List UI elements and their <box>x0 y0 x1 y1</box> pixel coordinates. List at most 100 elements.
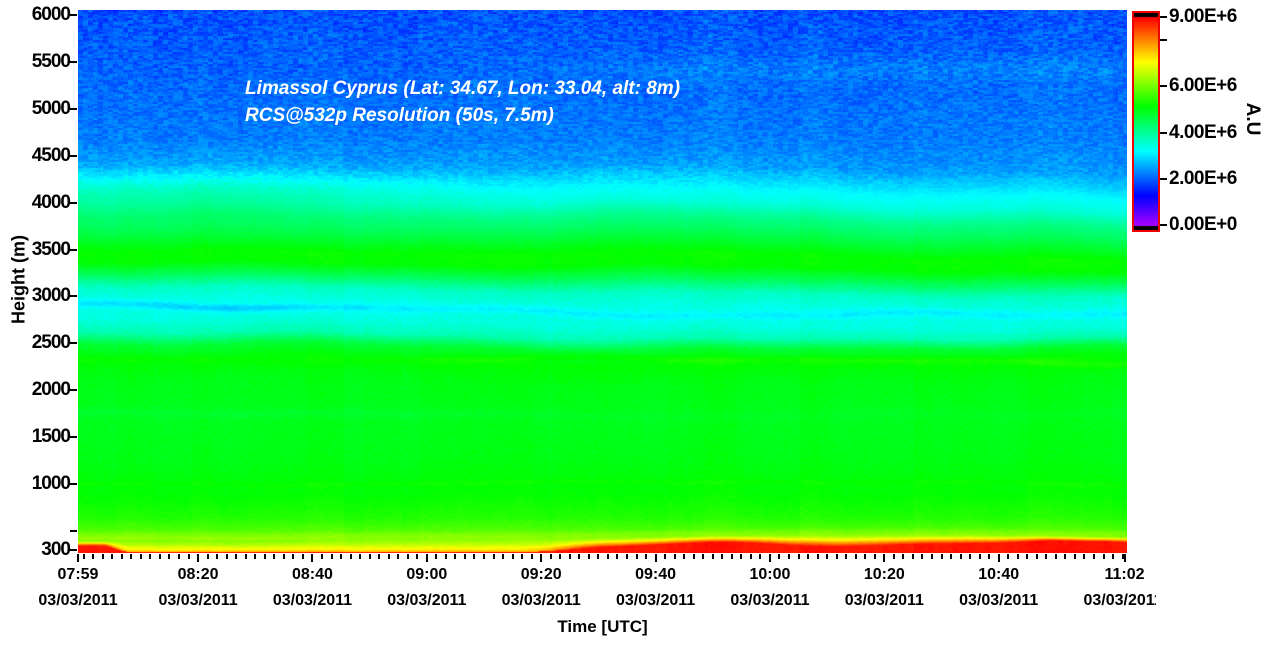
x-minor-tick-mark <box>1112 554 1115 559</box>
x-minor-tick-mark <box>1026 554 1029 559</box>
x-minor-tick-mark <box>854 554 857 559</box>
plot-title: Limassol Cyprus (Lat: 34.67, Lon: 33.04,… <box>245 75 680 129</box>
x-minor-tick-mark <box>911 554 914 559</box>
x-minor-tick-mark <box>559 554 562 559</box>
x-minor-tick-mark <box>978 554 981 559</box>
x-time-label: 09:00 <box>406 566 448 583</box>
x-minor-tick-mark <box>130 554 133 559</box>
x-minor-tick-mark <box>502 554 505 559</box>
plot-title-line2: RCS@532p Resolution (50s, 7.5m) <box>245 105 554 126</box>
x-minor-tick-mark <box>1045 554 1048 559</box>
x-date-label: 03/03/2011 <box>1083 592 1156 609</box>
x-minor-tick-mark <box>835 554 838 559</box>
x-minor-tick-mark <box>349 554 352 559</box>
x-minor-tick-mark <box>950 554 953 559</box>
x-minor-tick-mark <box>282 554 285 559</box>
x-date-label: 03/03/2011 <box>38 592 118 609</box>
x-minor-tick-mark <box>301 554 304 559</box>
y-tick-mark <box>70 13 77 16</box>
x-date-label: 03/03/2011 <box>272 592 353 609</box>
x-minor-tick-mark <box>883 554 886 559</box>
y-tick-label: 4000 <box>31 191 71 213</box>
x-minor-tick-mark <box>149 554 152 559</box>
x-date-label: 03/03/2011 <box>158 592 238 609</box>
x-minor-tick-mark <box>368 554 371 559</box>
x-minor-tick-mark <box>111 554 114 559</box>
x-minor-tick-mark <box>216 554 219 559</box>
x-minor-tick-mark <box>82 554 85 559</box>
y-tick-label: 6000 <box>31 3 71 25</box>
x-minor-tick-mark <box>959 554 962 559</box>
x-minor-tick-mark <box>1121 554 1124 559</box>
x-minor-tick-mark <box>797 554 800 559</box>
x-minor-tick-mark <box>740 554 743 559</box>
x-minor-tick-mark <box>702 554 705 559</box>
x-minor-tick-mark <box>997 554 1000 559</box>
x-minor-tick-mark <box>1073 554 1076 559</box>
y-tick-mark <box>70 549 77 552</box>
x-minor-tick-mark <box>92 554 95 559</box>
x-minor-tick-mark <box>606 554 609 559</box>
x-minor-tick-mark <box>778 554 781 559</box>
x-date-label: 03/03/2011 <box>501 592 581 609</box>
x-minor-tick-mark <box>483 554 486 559</box>
x-minor-tick-mark <box>816 554 819 559</box>
colorbar-tick-mark <box>1160 16 1167 18</box>
x-minor-tick-mark <box>206 554 209 559</box>
x-minor-tick-mark <box>1064 554 1067 559</box>
x-minor-tick-mark <box>540 554 543 559</box>
x-minor-tick-mark <box>263 554 266 559</box>
time-axis-title: Time [UTC] <box>557 617 648 636</box>
x-minor-tick-mark <box>749 554 752 559</box>
x-minor-tick-mark <box>768 554 771 559</box>
x-minor-tick-mark <box>845 554 848 559</box>
x-minor-tick-mark <box>530 554 533 559</box>
x-time-label: 10:20 <box>863 566 905 583</box>
x-minor-tick-mark <box>873 554 876 559</box>
x-minor-tick-mark <box>235 554 238 559</box>
y-tick-mark <box>70 248 77 251</box>
x-minor-tick-mark <box>578 554 581 559</box>
colorbar <box>1132 11 1160 232</box>
x-minor-tick-mark <box>178 554 181 559</box>
x-minor-tick-mark <box>444 554 447 559</box>
x-minor-tick-mark <box>197 554 200 559</box>
y-tick-label: 5500 <box>31 50 71 72</box>
y-tick-label: 1000 <box>31 473 71 495</box>
y-tick-mark <box>70 60 77 63</box>
y-tick-label: 1500 <box>31 426 71 448</box>
colorbar-tick-mark <box>1160 224 1167 226</box>
colorbar-tick-label: 2.00E+6 <box>1169 167 1237 189</box>
x-minor-tick-mark <box>969 554 972 559</box>
x-minor-tick-mark <box>1102 554 1105 559</box>
x-minor-tick-mark <box>168 554 171 559</box>
x-date-label: 03/03/2011 <box>730 592 810 609</box>
x-minor-tick-mark <box>273 554 276 559</box>
x-minor-tick-mark <box>521 554 524 559</box>
y-tick-mark <box>70 342 77 345</box>
y-tick-label: 300 <box>41 539 71 561</box>
x-date-label: 03/03/2011 <box>844 592 924 609</box>
y-tick-label: 5000 <box>31 97 71 119</box>
x-minor-tick-mark <box>616 554 619 559</box>
y-tick-mark <box>70 295 77 298</box>
y-tick-label: 2000 <box>31 379 71 401</box>
x-minor-tick-mark <box>101 554 104 559</box>
x-minor-tick-mark <box>359 554 362 559</box>
x-minor-tick-mark <box>826 554 829 559</box>
x-minor-tick-mark <box>492 554 495 559</box>
x-minor-tick-mark <box>711 554 714 559</box>
colorbar-tick-mark <box>1160 131 1167 134</box>
y-tick-mark <box>70 154 77 157</box>
x-minor-tick-mark <box>759 554 762 559</box>
x-minor-tick-mark <box>940 554 943 559</box>
x-minor-tick-mark <box>406 554 409 559</box>
x-time-label: 08:40 <box>291 566 333 583</box>
x-minor-tick-mark <box>864 554 867 559</box>
x-minor-tick-mark <box>930 554 933 559</box>
x-minor-tick-mark <box>635 554 638 559</box>
x-minor-tick-mark <box>673 554 676 559</box>
x-minor-tick-mark <box>320 554 323 559</box>
x-minor-tick-mark <box>435 554 438 559</box>
colorbar-tick-mark <box>1160 39 1167 42</box>
